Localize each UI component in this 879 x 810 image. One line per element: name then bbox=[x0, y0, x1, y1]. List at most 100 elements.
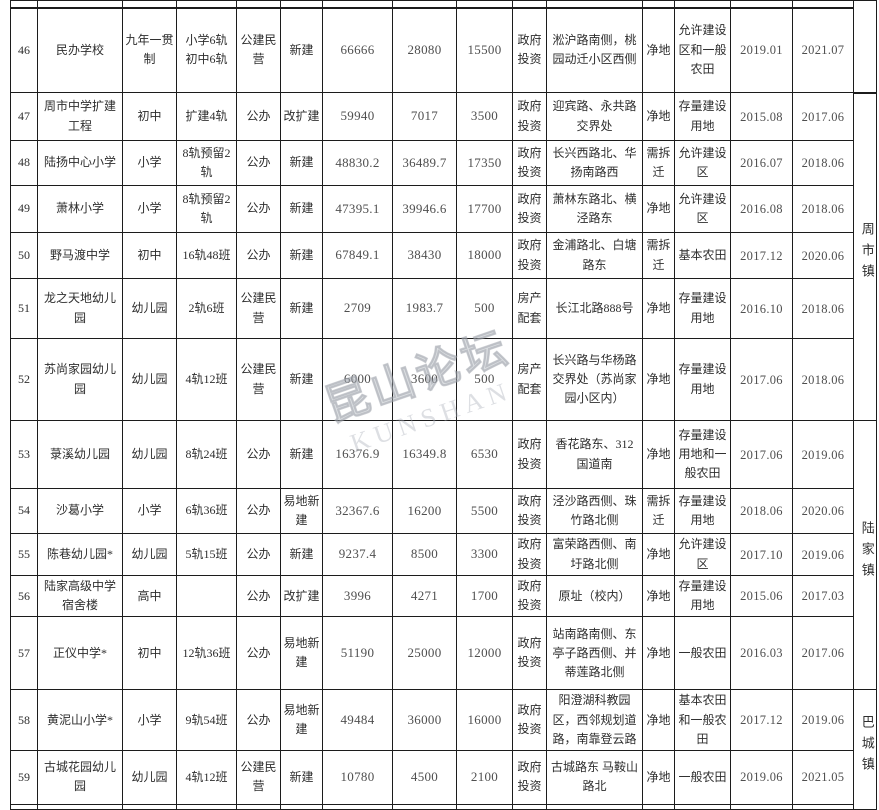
cell-scale: 4轨12班 bbox=[176, 749, 237, 805]
table-row: 54 沙葛小学 小学 6轨36班 公办 易地新建 32367.6 16200 5500 政府投资泾… bbox=[10, 488, 877, 534]
cell-start-date: 2019.01 bbox=[730, 7, 793, 93]
cell-location: 古城路东 马鞍山路北 bbox=[546, 749, 643, 805]
cell-floor-area: 28080 bbox=[392, 7, 457, 93]
partial-cell bbox=[322, 803, 393, 810]
cell-start-date: 2016.03 bbox=[730, 616, 793, 691]
cell-start-date: 2017.06 bbox=[730, 338, 793, 421]
cell-floor-area: 38430 bbox=[392, 232, 457, 279]
cell-scale: 12轨36班 bbox=[176, 616, 237, 691]
cell-school-stage: 小学 bbox=[122, 689, 177, 751]
cell-land-area: 3996 bbox=[322, 574, 393, 618]
cell-run-nature: 公办 bbox=[236, 232, 281, 279]
partial-cell bbox=[642, 0, 675, 9]
cell-floor-area: 4500 bbox=[392, 749, 457, 805]
cell-serial-no: 55 bbox=[10, 533, 38, 576]
cell-end-date: 2019.06 bbox=[792, 533, 854, 576]
cell-land-area: 16376.9 bbox=[322, 420, 393, 489]
cell-scale: 9轨54班 bbox=[176, 689, 237, 751]
cell-run-nature: 公办 bbox=[236, 185, 281, 233]
cell-land-status: 净地 bbox=[642, 185, 675, 233]
cell-start-date: 2019.06 bbox=[730, 749, 793, 805]
cell-school-stage: 幼儿园 bbox=[122, 749, 177, 805]
cell-school-name: 陆家高级中学宿舍楼 bbox=[37, 574, 123, 618]
cell-run-nature: 公建民营 bbox=[236, 278, 281, 339]
cell-run-nature: 公办 bbox=[236, 92, 281, 141]
projects-table-container: 46 民办学校 九年一贯制 小学6轨 初中6轨 公建民营 新建 66666 28080 1550… bbox=[10, 0, 877, 810]
partial-cell bbox=[392, 803, 457, 810]
town-label: 周市镇 bbox=[859, 222, 875, 286]
cell-start-date: 2017.12 bbox=[730, 689, 793, 751]
cell-school-name: 陈巷幼儿园* bbox=[37, 533, 123, 576]
cell-school-name: 沙葛小学 bbox=[37, 488, 123, 534]
cell-build-nature: 新建 bbox=[280, 420, 323, 489]
cell-land-area: 10780 bbox=[322, 749, 393, 805]
cell-end-date: 2018.06 bbox=[792, 338, 854, 421]
cell-investment: 500 bbox=[456, 338, 513, 421]
cell-end-date: 2020.06 bbox=[792, 232, 854, 279]
cell-investment: 2100 bbox=[456, 749, 513, 805]
cell-end-date: 2017.06 bbox=[792, 92, 854, 141]
cell-start-date: 2017.06 bbox=[730, 420, 793, 489]
cell-land-category: 存量建设用地 bbox=[674, 92, 731, 141]
cell-fund-source: 政府投资 bbox=[512, 140, 547, 186]
partial-cell bbox=[546, 803, 643, 810]
cell-scale: 16轨48班 bbox=[176, 232, 237, 279]
cell-build-nature: 易地新建 bbox=[280, 616, 323, 691]
cell-location: 长兴路与华杨路交界处（苏尚家园小区内） bbox=[546, 338, 643, 421]
table-row: 55 陈巷幼儿园* 幼儿园 5轨15班 公办 新建 9237.4 8500 3300 政府投资 富荣… bbox=[10, 533, 877, 576]
cell-scale bbox=[176, 574, 237, 618]
partial-cell bbox=[322, 0, 393, 9]
partial-row bbox=[10, 0, 877, 94]
cell-start-date: 2018.06 bbox=[730, 488, 793, 534]
cell-build-nature: 新建 bbox=[280, 749, 323, 805]
cell-start-date: 2015.08 bbox=[730, 92, 793, 141]
cell-land-area: 9237.4 bbox=[322, 533, 393, 576]
cell-land-category: 一般农田 bbox=[674, 616, 731, 691]
projects-table-body: 46 民办学校 九年一贯制 小学6轨 初中6轨 公建民营 新建 66666 28080 1550… bbox=[10, 0, 877, 810]
cell-end-date: 2021.05 bbox=[792, 749, 854, 805]
table-row: 49 萧林小学 小学 8轨预留2轨 公办 新建 47395.1 39946.6 17700 政府投… bbox=[10, 185, 877, 233]
cell-end-date: 2021.07 bbox=[792, 7, 854, 93]
table-row: 46 民办学校 九年一贯制 小学6轨 初中6轨 公建民营 新建 66666 28080 1550… bbox=[10, 7, 877, 93]
cell-school-stage: 初中 bbox=[122, 616, 177, 691]
cell-floor-area: 8500 bbox=[392, 533, 457, 576]
cell-fund-source: 政府投资 bbox=[512, 574, 547, 618]
cell-start-date: 2015.06 bbox=[730, 574, 793, 618]
partial-cell bbox=[730, 0, 793, 9]
partial-cell bbox=[10, 803, 38, 810]
table-row: 53 菉溪幼儿园 幼儿园 8轨24班 公办 新建 16376.9 16349.8 6530 政府投… bbox=[10, 419, 877, 691]
cell-location: 萧林东路北、横泾路东 bbox=[546, 185, 643, 233]
cell-floor-area: 25000 bbox=[392, 616, 457, 691]
cell-serial-no: 51 bbox=[10, 278, 38, 339]
partial-cell bbox=[392, 0, 457, 9]
cell-serial-no: 46 bbox=[10, 7, 38, 93]
partial-cell bbox=[280, 0, 323, 9]
partial-cell bbox=[730, 803, 793, 810]
cell-location: 阳澄湖科教园区，西邻规划道路，南靠登云路 bbox=[546, 689, 643, 751]
town-label: 陆家镇 bbox=[859, 520, 875, 584]
cell-land-area: 47395.1 bbox=[322, 185, 393, 233]
cell-fund-source: 政府投资 bbox=[512, 689, 547, 751]
partial-cell bbox=[456, 803, 513, 810]
cell-build-nature: 新建 bbox=[280, 232, 323, 279]
cell-school-stage: 小学 bbox=[122, 488, 177, 534]
cell-floor-area: 16349.8 bbox=[392, 420, 457, 489]
cell-build-nature: 易地新建 bbox=[280, 689, 323, 751]
cell-start-date: 2016.08 bbox=[730, 185, 793, 233]
cell-school-name: 周市中学扩建工程 bbox=[37, 92, 123, 141]
table-row: 47 周市中学扩建工程 初中 扩建4轨 公办 改扩建 59940 7017 3500 政府投资 迎宾… bbox=[10, 92, 877, 421]
cell-serial-no: 59 bbox=[10, 749, 38, 805]
cell-school-name: 陆扬中心小学 bbox=[37, 140, 123, 186]
cell-town: 陆家镇 bbox=[853, 419, 877, 691]
cell-serial-no: 48 bbox=[10, 140, 38, 186]
cell-school-name: 萧林小学 bbox=[37, 185, 123, 233]
cell-build-nature: 改扩建 bbox=[280, 92, 323, 141]
cell-land-status: 净地 bbox=[642, 92, 675, 141]
cell-investment: 17350 bbox=[456, 140, 513, 186]
cell-location: 金浦路北、白塘路东 bbox=[546, 232, 643, 279]
cell-land-status: 净地 bbox=[642, 533, 675, 576]
cell-fund-source: 政府投资 bbox=[512, 232, 547, 279]
partial-cell bbox=[176, 0, 237, 9]
cell-town bbox=[853, 0, 877, 94]
cell-location: 富荣路西侧、南圩路北侧 bbox=[546, 533, 643, 576]
